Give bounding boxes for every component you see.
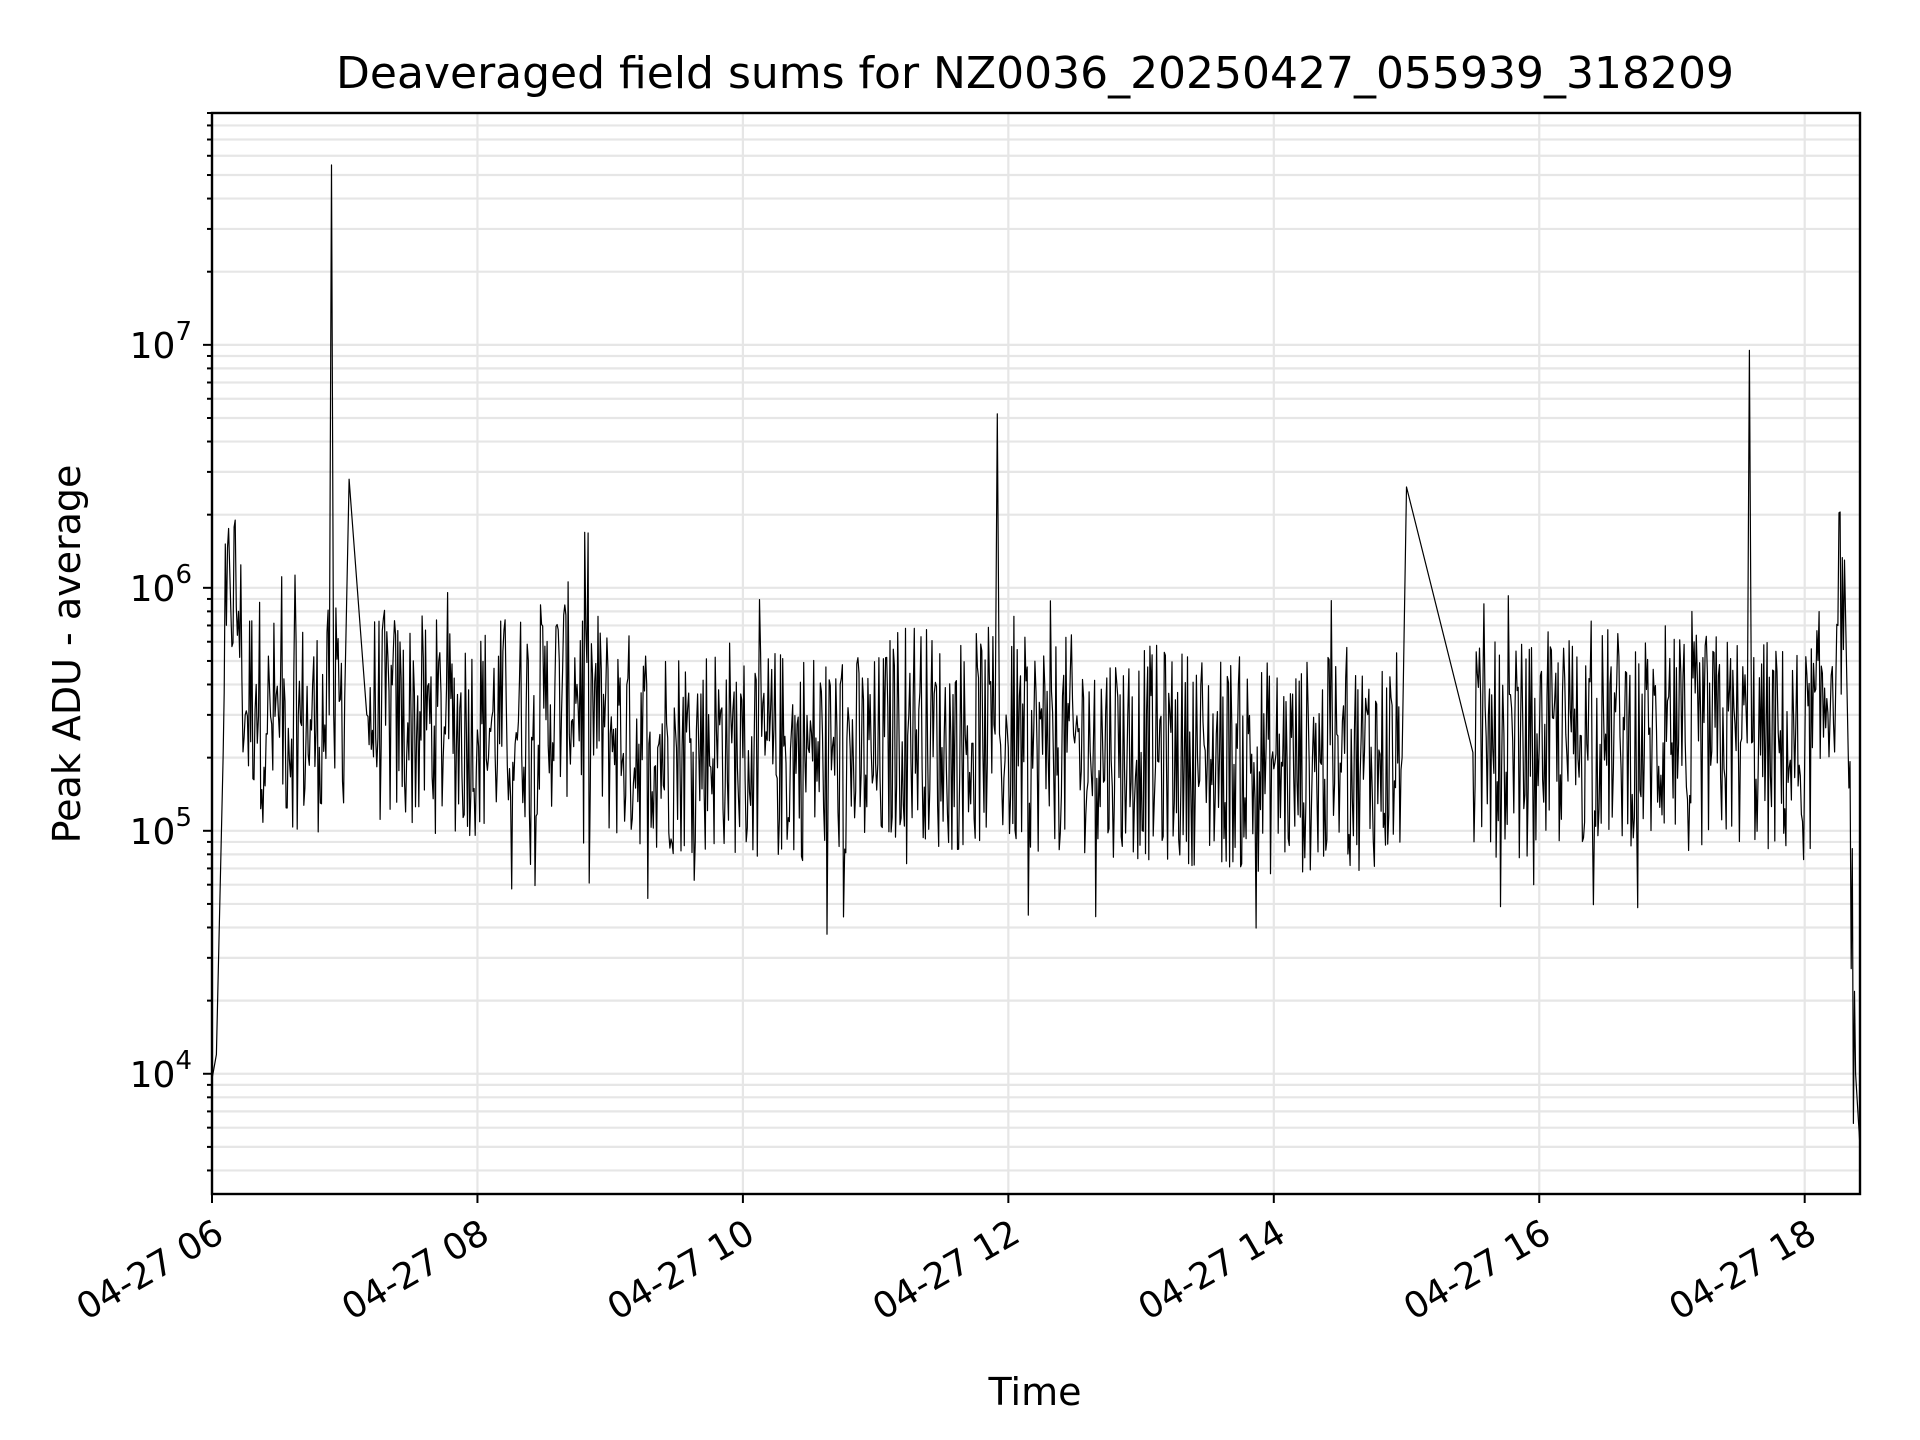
y-tick-label: 106	[130, 560, 192, 610]
y-tick-base: 10	[130, 569, 176, 610]
y-tick-label: 104	[130, 1046, 192, 1096]
y-tick-exponent: 7	[175, 317, 192, 347]
chart-title: Deaveraged field sums for NZ0036_2025042…	[336, 48, 1734, 99]
data-series-line	[211, 164, 1861, 1147]
y-tick-base: 10	[130, 1055, 176, 1096]
y-tick-exponent: 5	[175, 803, 192, 833]
x-axis-label: Time	[988, 1370, 1082, 1414]
y-tick-label: 105	[130, 803, 192, 853]
y-tick-exponent: 4	[175, 1046, 192, 1076]
y-tick-label: 107	[130, 317, 192, 367]
y-axis-label: Peak ADU - average	[45, 465, 89, 844]
y-tick-exponent: 6	[175, 560, 192, 590]
y-tick-base: 10	[130, 812, 176, 853]
grid	[210, 111, 1860, 1194]
y-tick-base: 10	[130, 326, 176, 367]
plot-frame	[210, 111, 1862, 1196]
